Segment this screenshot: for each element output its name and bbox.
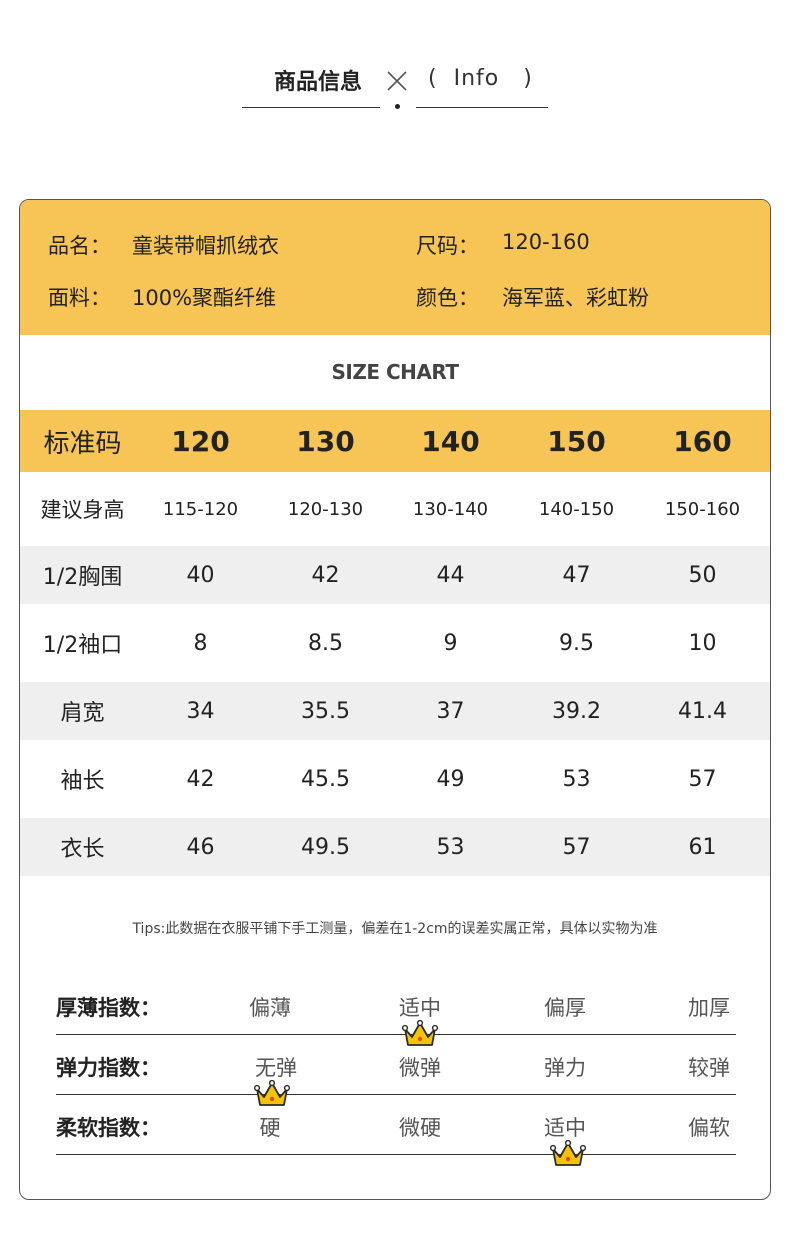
product-name: 品名： 童装带帽抓绒衣 <box>48 234 279 258</box>
table-cell: 39.2 <box>552 698 601 724</box>
header-dot <box>395 104 400 109</box>
table-cell: 37 <box>436 698 465 724</box>
section-title: 商品信息 <box>274 70 363 95</box>
table-cell: 42 <box>186 766 215 792</box>
table-cell: 10 <box>688 630 717 656</box>
index-option: 适中 <box>399 996 441 1020</box>
table-cell: 35.5 <box>301 698 350 724</box>
elasticity-index: 弹力指数： 无弹 微弹 弹力 较弹 <box>56 1052 736 1106</box>
table-cell: 8.5 <box>308 630 343 656</box>
table-cell: 34 <box>186 698 215 724</box>
index-option: 微弹 <box>399 1056 441 1080</box>
header-cell: 150 <box>547 424 606 458</box>
table-cell: 130-140 <box>412 498 489 520</box>
table-cell: 9 <box>443 630 458 656</box>
table-row: 建议身高 115-120 120-130 130-140 140-150 150… <box>20 472 770 546</box>
table-row: 1/2袖口 8 8.5 9 9.5 10 <box>20 604 770 682</box>
measurement-tips: Tips:此数据在衣服平铺下手工测量，偏差在1-2cm的误差实属正常，具体以实物… <box>132 921 658 937</box>
product-fabric: 面料： 100%聚酯纤维 <box>48 286 277 310</box>
header-cell: 140 <box>421 424 480 458</box>
index-name: 厚薄指数： <box>56 996 161 1020</box>
page-header: 商品信息 ( Info ) <box>0 0 790 130</box>
table-cell: 41.4 <box>678 698 727 724</box>
index-option: 适中 <box>544 1116 586 1140</box>
table-row: 袖长 42 45.5 49 53 57 <box>20 740 770 818</box>
crown-icon <box>254 1080 290 1106</box>
index-option: 无弹 <box>255 1056 297 1080</box>
row-label: 衣长 <box>60 837 105 862</box>
index-name: 弹力指数： <box>56 1056 161 1080</box>
index-option: 硬 <box>259 1116 281 1140</box>
product-info-block: 品名： 童装带帽抓绒衣 尺码： 120-160 面料： 100%聚酯纤维 颜色：… <box>20 200 770 335</box>
row-label: 肩宽 <box>60 701 105 726</box>
table-cell: 53 <box>562 766 591 792</box>
table-row: 1/2胸围 40 42 44 47 50 <box>20 546 770 604</box>
index-option: 偏薄 <box>249 996 291 1020</box>
cross-icon <box>387 71 407 91</box>
table-cell: 61 <box>688 834 717 860</box>
index-option: 微硬 <box>399 1116 441 1140</box>
index-option: 偏厚 <box>544 996 586 1020</box>
crown-icon <box>402 1020 438 1046</box>
table-cell: 57 <box>688 766 717 792</box>
table-cell: 57 <box>562 834 591 860</box>
info-label: ( Info ) <box>428 66 533 91</box>
table-row: 肩宽 34 35.5 37 39.2 41.4 <box>20 682 770 740</box>
header-cell: 标准码 <box>43 428 122 459</box>
table-cell: 9.5 <box>559 630 594 656</box>
header-cell: 160 <box>673 424 732 458</box>
size-table-header: 标准码 120 130 140 150 160 <box>20 410 770 472</box>
table-cell: 49 <box>436 766 465 792</box>
row-label: 袖长 <box>60 769 105 794</box>
table-cell: 49.5 <box>301 834 350 860</box>
header-cell: 120 <box>171 424 230 458</box>
index-option: 加厚 <box>688 996 730 1020</box>
row-label: 建议身高 <box>40 498 125 522</box>
product-color: 颜色： 海军蓝、彩虹粉 <box>416 286 649 310</box>
table-cell: 140-150 <box>538 498 615 520</box>
table-row: 衣长 46 49.5 53 57 61 <box>20 818 770 876</box>
table-cell: 8 <box>193 630 208 656</box>
crown-icon <box>550 1140 586 1166</box>
table-cell: 50 <box>688 562 717 588</box>
header-cell: 130 <box>296 424 355 458</box>
row-label: 1/2袖口 <box>42 633 123 658</box>
table-cell: 120-130 <box>287 498 364 520</box>
table-cell: 40 <box>186 562 215 588</box>
table-cell: 44 <box>436 562 465 588</box>
table-cell: 45.5 <box>301 766 350 792</box>
index-option: 偏软 <box>688 1116 730 1140</box>
table-cell: 53 <box>436 834 465 860</box>
size-chart-title: SIZE CHART <box>331 360 459 384</box>
table-cell: 47 <box>562 562 591 588</box>
index-option: 弹力 <box>544 1056 586 1080</box>
row-label: 1/2胸围 <box>42 565 123 590</box>
header-underline-right <box>416 107 548 108</box>
index-line <box>56 1034 736 1035</box>
header-underline-left <box>242 107 380 108</box>
product-size: 尺码： 120-160 <box>416 230 590 258</box>
softness-index: 柔软指数： 硬 微硬 适中 偏软 <box>56 1112 736 1166</box>
table-cell: 115-120 <box>162 498 239 520</box>
table-cell: 42 <box>311 562 340 588</box>
product-card: 品名： 童装带帽抓绒衣 尺码： 120-160 面料： 100%聚酯纤维 颜色：… <box>19 199 771 1200</box>
index-name: 柔软指数： <box>56 1116 161 1140</box>
index-line <box>56 1094 736 1095</box>
table-cell: 46 <box>186 834 215 860</box>
index-option: 较弹 <box>688 1056 730 1080</box>
index-line <box>56 1154 736 1155</box>
table-cell: 150-160 <box>664 498 741 520</box>
thickness-index: 厚薄指数： 偏薄 适中 偏厚 加厚 <box>56 992 736 1046</box>
